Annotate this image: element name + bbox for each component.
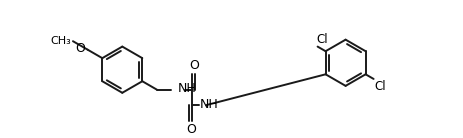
Text: Cl: Cl	[316, 33, 328, 46]
Text: NH: NH	[199, 98, 218, 111]
Text: O: O	[186, 123, 195, 136]
Text: O: O	[188, 59, 199, 72]
Text: O: O	[75, 42, 85, 55]
Text: CH₃: CH₃	[50, 36, 71, 46]
Text: NH: NH	[177, 82, 196, 95]
Text: Cl: Cl	[374, 80, 385, 93]
